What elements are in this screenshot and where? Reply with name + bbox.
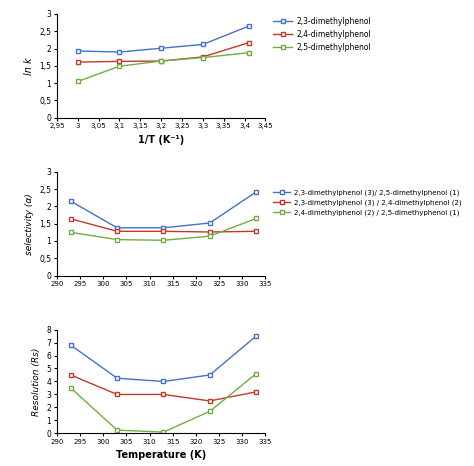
2,3-dimethylphenol (3) / 2,4-dimethylphenol (2) [68, 216, 73, 222]
Line: 2,3-dimethylphenol (3) / 2,4-dimethylphenol (2): 2,3-dimethylphenol (3) / 2,4-dimethylphe… [69, 217, 258, 234]
2,3-dimethylphenol [200, 41, 206, 47]
2,3-dimethylphenol (3) / 2,5-dimethylphenol (1) [161, 379, 166, 384]
2,3-dimethylphenol (3) / 2,5-dimethylphenol (1) [253, 333, 259, 339]
2,5-dimethylphenol [246, 50, 252, 55]
2,4-dimethylphenol [246, 40, 252, 46]
Y-axis label: ln k: ln k [24, 57, 34, 75]
2,3-dimethylphenol (3) / 2,4-dimethylphenol (2) [68, 372, 73, 378]
2,5-dimethylphenol [200, 55, 206, 61]
2,4-dimethylphenol (2) / 2,5-dimethyphenol (1) [161, 238, 166, 243]
2,4-dimethylphenol (2) / 2,5-dimethyphenol (1) [207, 233, 213, 239]
2,3-dimethylphenol (3)/ 2,5-dimethylphenol (1) [68, 199, 73, 204]
2,4-dimethylphenol (2) / 2,5-dimethylphenol (1) [161, 429, 166, 435]
2,3-dimethylphenol (3) / 2,5-dimethylphenol (1) [114, 376, 120, 381]
X-axis label: 1/T (K⁻¹): 1/T (K⁻¹) [138, 135, 184, 145]
2,4-dimethylphenol (2) / 2,5-dimethylphenol (1) [207, 409, 213, 414]
2,4-dimethylphenol (2) / 2,5-dimethylphenol (1) [114, 427, 120, 433]
2,3-dimethylphenol (3)/ 2,5-dimethylphenol (1) [253, 189, 259, 195]
2,3-dimethylphenol (3) / 2,4-dimethylphenol (2) [114, 228, 120, 234]
2,3-dimethylphenol (3)/ 2,5-dimethylphenol (1) [207, 220, 213, 226]
2,3-dimethylphenol (3)/ 2,5-dimethylphenol (1) [114, 225, 120, 231]
Line: 2,4-dimethylphenol: 2,4-dimethylphenol [76, 41, 251, 64]
2,3-dimethylphenol [75, 48, 81, 54]
2,3-dimethylphenol (3) / 2,4-dimethylphenol (2) [161, 391, 166, 397]
Line: 2,3-dimethylphenol: 2,3-dimethylphenol [76, 24, 251, 54]
2,4-dimethylphenol (2) / 2,5-dimethylphenol (1) [253, 371, 259, 377]
2,3-dimethylphenol [158, 46, 164, 51]
Line: 2,3-dimethylphenol (3) / 2,5-dimethylphenol (1): 2,3-dimethylphenol (3) / 2,5-dimethylphe… [69, 334, 258, 384]
2,3-dimethylphenol (3) / 2,5-dimethylphenol (1) [68, 343, 73, 348]
2,3-dimethylphenol (3) / 2,4-dimethylphenol (2) [207, 229, 213, 235]
2,5-dimethylphenol [158, 58, 164, 64]
2,3-dimethylphenol (3) / 2,4-dimethylphenol (2) [161, 228, 166, 234]
X-axis label: Temperature (K): Temperature (K) [116, 451, 206, 460]
2,4-dimethylphenol (2) / 2,5-dimethyphenol (1) [253, 216, 259, 221]
Line: 2,3-dimethylphenol (3) / 2,4-dimethylphenol (2): 2,3-dimethylphenol (3) / 2,4-dimethylphe… [69, 373, 258, 403]
Legend: 2,3-dimethylphenol, 2,4-dimethylphenol, 2,5-dimethylphenol: 2,3-dimethylphenol, 2,4-dimethylphenol, … [270, 14, 374, 55]
2,4-dimethylphenol [117, 59, 122, 64]
2,5-dimethylphenol [117, 63, 122, 69]
2,4-dimethylphenol (2) / 2,5-dimethylphenol (1) [68, 385, 73, 391]
2,3-dimethylphenol [246, 23, 252, 29]
Line: 2,4-dimethylphenol (2) / 2,5-dimethyphenol (1): 2,4-dimethylphenol (2) / 2,5-dimethyphen… [69, 216, 258, 242]
2,4-dimethylphenol [75, 59, 81, 65]
Y-axis label: Resolution (Rs): Resolution (Rs) [32, 347, 41, 416]
2,3-dimethylphenol (3) / 2,4-dimethylphenol (2) [207, 398, 213, 404]
2,3-dimethylphenol (3) / 2,4-dimethylphenol (2) [114, 391, 120, 397]
Line: 2,5-dimethylphenol: 2,5-dimethylphenol [76, 51, 251, 83]
2,4-dimethylphenol [158, 58, 164, 64]
2,4-dimethylphenol (2) / 2,5-dimethyphenol (1) [114, 237, 120, 242]
Legend: 2,3-dimethylphenol (3)/ 2,5-dimethylphenol (1), 2,3-dimethylphenol (3) / 2,4-dim: 2,3-dimethylphenol (3)/ 2,5-dimethylphen… [270, 186, 464, 219]
2,3-dimethylphenol (3)/ 2,5-dimethylphenol (1) [161, 225, 166, 231]
Y-axis label: selectivity (α): selectivity (α) [25, 193, 34, 254]
Line: 2,4-dimethylphenol (2) / 2,5-dimethylphenol (1): 2,4-dimethylphenol (2) / 2,5-dimethylphe… [69, 371, 258, 434]
2,3-dimethylphenol [117, 49, 122, 55]
2,5-dimethylphenol [75, 79, 81, 84]
2,3-dimethylphenol (3) / 2,5-dimethylphenol (1) [207, 372, 213, 378]
2,3-dimethylphenol (3) / 2,4-dimethylphenol (2) [253, 228, 259, 234]
2,3-dimethylphenol (3) / 2,4-dimethylphenol (2) [253, 389, 259, 395]
2,4-dimethylphenol [200, 54, 206, 60]
2,4-dimethylphenol (2) / 2,5-dimethyphenol (1) [68, 230, 73, 235]
Line: 2,3-dimethylphenol (3)/ 2,5-dimethylphenol (1): 2,3-dimethylphenol (3)/ 2,5-dimethylphen… [69, 190, 258, 230]
